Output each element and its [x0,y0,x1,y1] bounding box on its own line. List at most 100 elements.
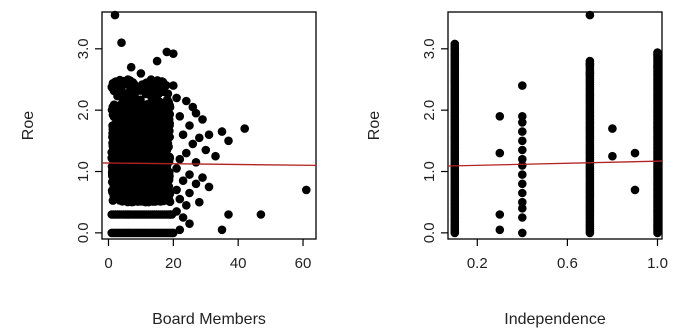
data-point [169,81,178,90]
data-point [630,148,640,158]
data-point [518,145,527,155]
data-point [118,97,128,107]
y-tick-label: 1.0 [75,161,92,182]
data-point [585,69,595,78]
data-point [169,49,178,58]
data-point [117,38,126,47]
data-point [518,197,527,207]
data-point [155,123,165,132]
data-point [172,207,181,216]
data-point [495,112,505,121]
data-point [256,210,266,219]
data-point [518,136,527,146]
data-point [240,124,249,133]
data-point [146,131,156,140]
data-point [120,192,130,202]
data-point [224,210,233,219]
data-point [198,173,207,182]
points-group [450,10,662,238]
data-point [195,133,204,143]
data-point [518,127,527,136]
data-point [302,185,311,195]
trend-line [447,160,663,167]
data-point [161,137,171,146]
data-point [178,213,188,222]
data-point [191,158,201,167]
data-point [191,179,201,189]
data-point [135,129,145,139]
data-point [146,143,156,153]
y-tick-label: 2.0 [75,100,92,121]
y-axis-title: Roe [366,111,383,140]
data-point [585,10,595,20]
data-point [152,102,161,112]
data-point [127,104,136,114]
data-point [153,136,163,145]
data-point [125,185,134,194]
x-axis-title: Independence [504,311,606,328]
data-point [123,75,133,84]
data-point [126,62,136,72]
x-axis-title: Board Members [152,311,266,328]
data-point [182,148,191,158]
data-point [185,188,194,198]
points-group [107,10,311,238]
plot-frame [447,11,663,240]
data-point [165,210,175,219]
data-point [172,164,181,173]
data-point [163,95,172,104]
data-point [217,225,227,235]
data-point [653,50,662,60]
data-point [116,90,125,100]
board-members-panel: 0.0 1.0 2.0 3.0 0 20 40 60 Board Members Roe [20,10,317,328]
data-point [152,56,162,66]
data-point [115,138,125,147]
data-point [129,96,138,106]
y-tick-label: 0.0 [421,222,438,243]
data-point [182,96,191,106]
data-point [653,62,662,72]
data-point [162,153,171,163]
data-point [191,108,201,118]
data-point [211,151,220,161]
data-point [141,167,150,177]
data-point [518,228,527,238]
data-point [518,188,527,198]
data-point [585,59,595,69]
data-point [161,164,171,173]
data-point [195,197,204,207]
data-point [113,81,123,90]
data-point [188,139,198,149]
data-point [108,150,118,159]
data-point [175,154,185,164]
data-point [164,187,173,197]
data-point [112,165,121,174]
data-point [495,225,505,235]
data-point [450,44,460,54]
data-point [129,90,138,99]
data-point [518,179,527,189]
data-point [450,50,460,60]
data-point [136,113,145,123]
plot-frame [101,11,317,240]
data-point [113,104,122,113]
data-point [608,124,617,133]
data-point [123,125,133,135]
data-point [630,185,640,195]
data-point [159,87,168,97]
data-point [204,130,214,139]
x-tick-label: 0.2 [467,255,488,272]
data-point [198,115,207,124]
data-point [124,141,133,151]
data-point [110,10,120,20]
data-point [518,161,527,170]
data-point [518,81,527,90]
data-point [169,228,178,238]
x-tick-label: 0 [104,255,112,272]
data-point [138,105,147,114]
x-tick-label: 0.6 [557,255,578,272]
data-point [162,47,172,57]
data-point [150,188,159,198]
data-point [175,194,185,204]
